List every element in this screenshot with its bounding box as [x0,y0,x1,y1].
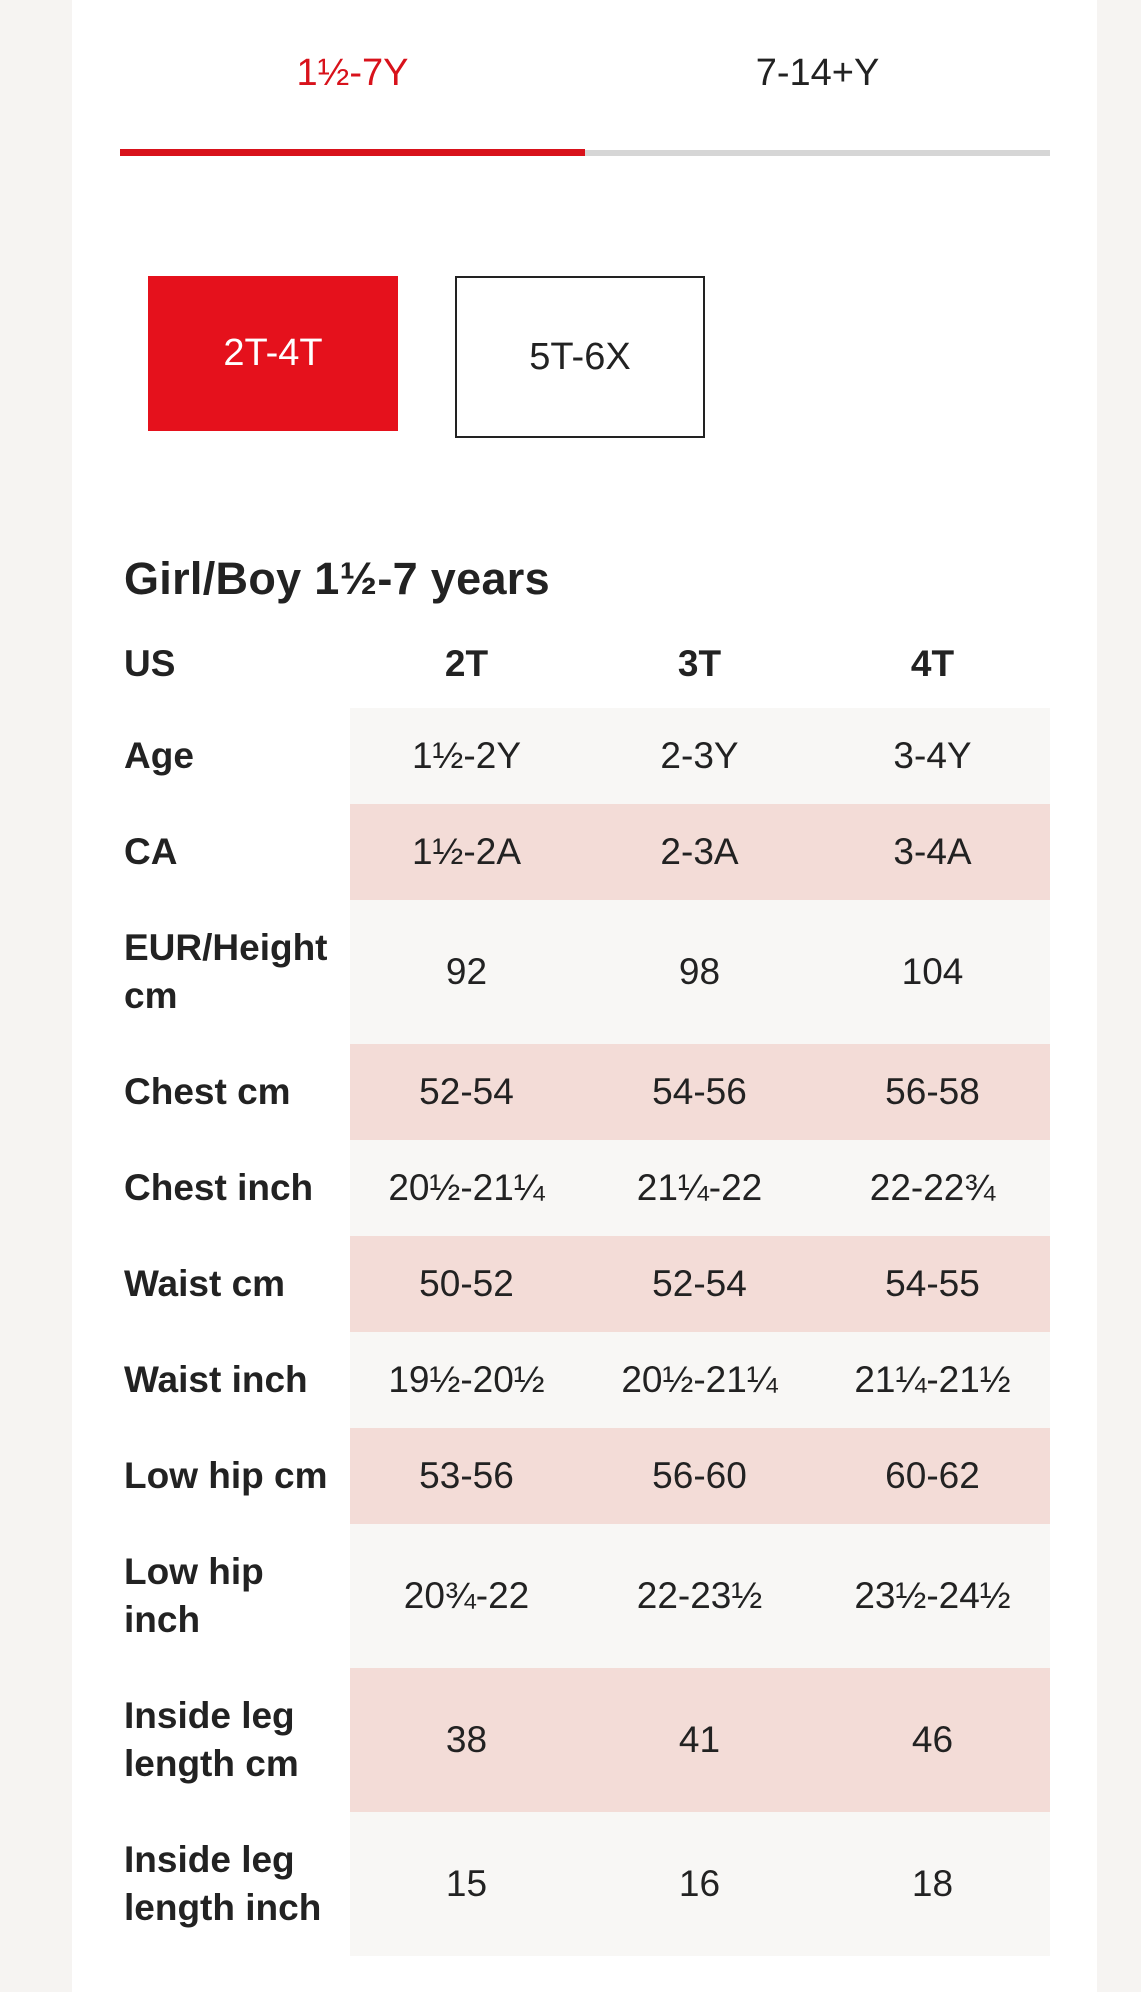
row-values: 1½-2A 2-3A 3-4A [350,804,1050,900]
row-label: US [124,643,176,684]
row-label: EUR/Height cm [124,927,328,1016]
table-cell: 19½-20½ [388,1359,545,1400]
table-cell: 56-58 [885,1071,980,1112]
row-values: 19½-20½ 20½-21¼ 21¼-21½ [350,1332,1050,1428]
row-label: CA [124,831,178,872]
table-cell: 56-60 [652,1455,747,1496]
table-cell: 52-54 [652,1263,747,1304]
table-cell: 38 [445,1719,488,1760]
table-cell: 54-56 [652,1071,747,1112]
row-label: Inside leg length cm [124,1695,299,1784]
column-headers: 2T 3T 4T [350,620,1050,708]
table-cell: 15 [445,1863,488,1904]
table-cell: 18 [911,1863,954,1904]
table-cell: 21¼-22 [636,1167,763,1208]
row-values: 20½-21¼ 21¼-22 22-22¾ [350,1140,1050,1236]
size-guide-panel: 1½-7Y 7-14+Y 2T-4T 5T-6X Girl/Boy 1½-7 y… [72,0,1097,1992]
tab-track [120,150,1050,156]
table-row-age: Age 1½-2Y 2-3Y 3-4Y [124,708,1050,804]
table-cell: 22-23½ [636,1575,763,1616]
row-values: 20¾-22 22-23½ 23½-24½ [350,1524,1050,1668]
table-cell: 16 [678,1863,721,1904]
tab-label: 7-14+Y [755,51,880,94]
size-range-label: 5T-6X [529,335,631,378]
table-cell: 2-3Y [660,735,739,776]
table-cell: 22-22¾ [869,1167,996,1208]
column-header: 3T [677,643,722,684]
active-tab-indicator [120,149,585,156]
table-row-waist-cm: Waist cm 50-52 52-54 54-55 [124,1236,1050,1332]
row-values: 52-54 54-56 56-58 [350,1044,1050,1140]
table-cell: 52-54 [419,1071,514,1112]
row-label: Waist inch [124,1359,308,1400]
row-values: 1½-2Y 2-3Y 3-4Y [350,708,1050,804]
row-label: Chest inch [124,1167,314,1208]
row-label: Low hip cm [124,1455,328,1496]
table-row-chest-cm: Chest cm 52-54 54-56 56-58 [124,1044,1050,1140]
table-cell: 3-4A [893,831,972,872]
table-row-ca: CA 1½-2A 2-3A 3-4A [124,804,1050,900]
table-row-inside-leg-inch: Inside leg length inch 15 16 18 [124,1812,1050,1956]
table-cell: 21¼-21½ [854,1359,1011,1400]
table-row-eur-height: EUR/Height cm 92 98 104 [124,900,1050,1044]
table-cell: 1½-2Y [411,735,521,776]
row-values: 38 41 46 [350,1668,1050,1812]
table-cell: 2-3A [660,831,739,872]
table-cell: 60-62 [885,1455,980,1496]
row-label: Low hip inch [124,1551,264,1640]
table-row-low-hip-cm: Low hip cm 53-56 56-60 60-62 [124,1428,1050,1524]
table-cell: 92 [445,951,488,992]
table-row-inside-leg-cm: Inside leg length cm 38 41 46 [124,1668,1050,1812]
table-row-waist-inch: Waist inch 19½-20½ 20½-21¼ 21¼-21½ [124,1332,1050,1428]
table-cell: 54-55 [885,1263,980,1304]
column-header: 2T [444,643,489,684]
size-range-2t-4t-button[interactable]: 2T-4T [148,276,398,431]
row-values: 50-52 52-54 54-55 [350,1236,1050,1332]
table-row-low-hip-inch: Low hip inch 20¾-22 22-23½ 23½-24½ [124,1524,1050,1668]
table-cell: 1½-2A [411,831,521,872]
row-values: 53-56 56-60 60-62 [350,1428,1050,1524]
row-label: Age [124,735,194,776]
table-cell: 98 [678,951,721,992]
table-cell: 20½-21¼ [388,1167,545,1208]
tab-1-5-7y[interactable]: 1½-7Y [120,0,585,150]
table-cell: 20½-21¼ [621,1359,778,1400]
row-values: 15 16 18 [350,1812,1050,1956]
table-cell: 41 [678,1719,721,1760]
table-cell: 46 [911,1719,954,1760]
row-label: Inside leg length inch [124,1839,322,1928]
size-chart-title: Girl/Boy 1½-7 years [124,553,550,604]
table-cell: 20¾-22 [403,1575,530,1616]
row-values: 92 98 104 [350,900,1050,1044]
table-row-chest-inch: Chest inch 20½-21¼ 21¼-22 22-22¾ [124,1140,1050,1236]
table-header-row: US 2T 3T 4T [124,620,1050,708]
tab-label: 1½-7Y [296,51,409,94]
table-cell: 23½-24½ [854,1575,1011,1616]
table-cell: 50-52 [419,1263,514,1304]
size-table: US 2T 3T 4T Age 1½-2Y 2-3Y 3-4Y CA 1½-2A… [124,620,1050,1956]
table-cell: 53-56 [419,1455,514,1496]
table-cell: 104 [901,951,964,992]
table-cell: 3-4Y [893,735,972,776]
column-header: 4T [910,643,955,684]
size-range-5t-6x-button[interactable]: 5T-6X [455,276,705,438]
age-tabs: 1½-7Y 7-14+Y [120,0,1050,160]
row-label: Chest cm [124,1071,291,1112]
size-range-label: 2T-4T [223,332,323,374]
tab-7-14y[interactable]: 7-14+Y [585,0,1050,150]
row-label: Waist cm [124,1263,286,1304]
